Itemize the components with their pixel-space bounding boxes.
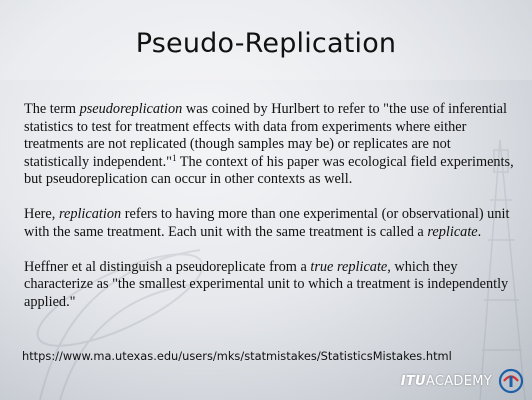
source-url-link[interactable]: https://www.ma.utexas.edu/users/mks/stat… <box>22 349 452 363</box>
paragraph-replication: Here, replication refers to having more … <box>24 206 510 240</box>
itu-globe-icon <box>498 368 524 394</box>
slide-body: The term pseudoreplication was coined by… <box>24 101 514 329</box>
paragraph-definition: The term pseudoreplication was coined by… <box>24 101 514 187</box>
itu-academy-logo: ITUACADEMY <box>401 368 524 394</box>
logo-text: ITUACADEMY <box>400 373 492 389</box>
footnote-marker: 1 <box>171 152 177 163</box>
paragraph-true-replicate: Heffner et al distinguish a pseudoreplic… <box>24 258 509 310</box>
slide-title: Pseudo-Replication <box>135 28 397 59</box>
